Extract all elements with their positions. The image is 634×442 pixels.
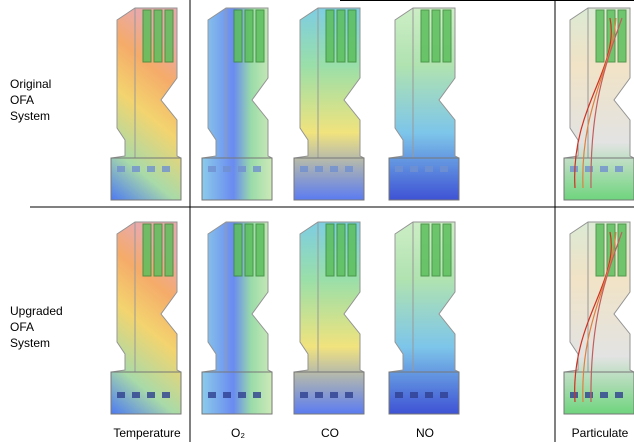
heat-panel: [432, 224, 440, 276]
burner: [570, 392, 578, 398]
burner: [410, 166, 418, 172]
heat-panel: [165, 10, 173, 62]
simulation-image: [294, 8, 364, 200]
burner: [570, 166, 578, 172]
heat-panel: [337, 10, 345, 62]
burner: [300, 392, 308, 398]
simulation-image: [564, 8, 634, 200]
burner: [330, 392, 338, 398]
burner: [345, 392, 353, 398]
figure: Original OFA System Upgraded OFA System Temper…: [0, 0, 634, 442]
heat-panel: [245, 224, 253, 276]
heat-panel: [165, 224, 173, 276]
heat-panel: [348, 10, 356, 62]
simulation-image: [111, 8, 181, 200]
burner: [132, 392, 140, 398]
heat-panel: [596, 224, 604, 276]
simulation-image: [202, 8, 272, 200]
row-label: Upgraded: [10, 304, 63, 318]
burner: [208, 392, 216, 398]
burner: [132, 166, 140, 172]
burner: [615, 166, 623, 172]
burner: [147, 392, 155, 398]
heat-panel: [154, 10, 162, 62]
heat-panel: [337, 224, 345, 276]
heat-panel: [443, 10, 451, 62]
burner: [117, 392, 125, 398]
burner: [425, 392, 433, 398]
burner: [253, 392, 261, 398]
heat-panel: [618, 224, 626, 276]
burner: [330, 166, 338, 172]
burner: [585, 166, 593, 172]
row-label: OFA: [10, 320, 34, 334]
burner: [208, 166, 216, 172]
heat-panel: [326, 224, 334, 276]
heat-panel: [245, 10, 253, 62]
burner: [162, 166, 170, 172]
heat-panel: [348, 224, 356, 276]
burner: [315, 392, 323, 398]
burner: [315, 166, 323, 172]
burner: [253, 166, 261, 172]
column-label: Particulate: [572, 426, 629, 440]
heat-panel: [618, 10, 626, 62]
burner: [440, 392, 448, 398]
heat-panel: [432, 10, 440, 62]
simulation-image: [389, 8, 459, 200]
heat-panel: [596, 10, 604, 62]
heat-panel: [443, 224, 451, 276]
burner: [147, 166, 155, 172]
cells: [111, 8, 634, 414]
burner: [345, 166, 353, 172]
burner: [585, 392, 593, 398]
burner: [615, 392, 623, 398]
row-label: OFA: [10, 93, 34, 107]
burner: [600, 392, 608, 398]
heat-panel: [143, 10, 151, 62]
burner: [223, 392, 231, 398]
column-label: NO: [416, 426, 434, 440]
burner: [425, 166, 433, 172]
column-label: O₂: [231, 426, 245, 440]
row-label: System: [10, 109, 50, 123]
burner: [223, 166, 231, 172]
burner: [162, 392, 170, 398]
simulation-image: [111, 222, 181, 414]
heat-panel: [256, 224, 264, 276]
simulation-image: [564, 222, 634, 414]
heat-panel: [421, 10, 429, 62]
heat-panel: [143, 224, 151, 276]
burner: [300, 166, 308, 172]
heat-panel: [234, 10, 242, 62]
heat-panel: [421, 224, 429, 276]
burner: [410, 392, 418, 398]
row-label: System: [10, 336, 50, 350]
burner: [238, 392, 246, 398]
burner: [238, 166, 246, 172]
heat-panel: [256, 10, 264, 62]
heat-panel: [234, 224, 242, 276]
simulation-image: [389, 222, 459, 414]
burner: [395, 392, 403, 398]
column-label: Temperature: [113, 426, 181, 440]
burner: [600, 166, 608, 172]
simulation-image: [202, 222, 272, 414]
column-label: CO: [321, 426, 339, 440]
burner: [440, 166, 448, 172]
heat-panel: [326, 10, 334, 62]
burner: [395, 166, 403, 172]
simulation-image: [294, 222, 364, 414]
heat-panel: [154, 224, 162, 276]
row-label: Original: [10, 77, 51, 91]
burner: [117, 166, 125, 172]
